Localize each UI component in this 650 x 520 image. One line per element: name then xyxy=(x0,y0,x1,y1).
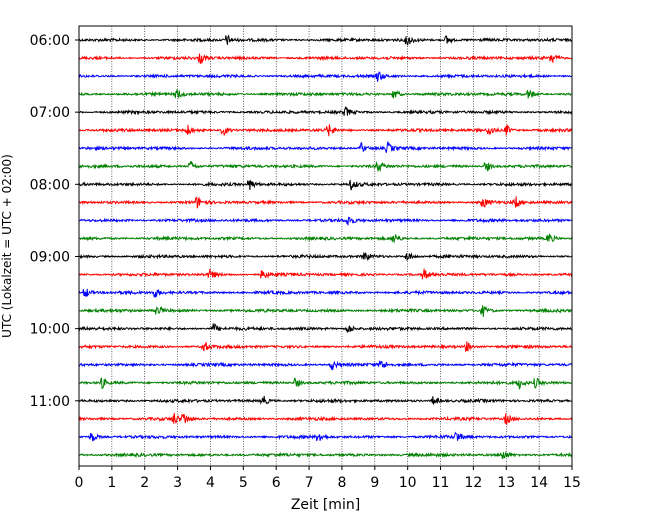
x-tick-label: 11 xyxy=(432,475,450,491)
y-tick-label: 10:00 xyxy=(30,322,70,338)
x-tick-label: 5 xyxy=(239,475,248,491)
trace-0945 xyxy=(78,305,573,318)
y-axis-label: UTC (Lokalzeit = UTC + 02:00) xyxy=(0,154,14,338)
y-tick-label: 06:00 xyxy=(30,33,70,49)
trace-1045 xyxy=(78,377,573,390)
x-tick-label: 3 xyxy=(173,475,182,491)
trace-0800 xyxy=(78,179,573,191)
seismogram-traces xyxy=(78,34,573,459)
x-tick-label: 2 xyxy=(140,475,149,491)
y-tick-label: 11:00 xyxy=(30,394,70,410)
trace-0815 xyxy=(78,196,573,209)
trace-1100 xyxy=(78,395,573,406)
x-tick-label: 1 xyxy=(107,475,116,491)
y-tick-label: 08:00 xyxy=(30,177,70,193)
x-tick-label: 8 xyxy=(337,475,346,491)
trace-0645 xyxy=(78,89,573,100)
x-tick-label: 0 xyxy=(75,475,84,491)
trace-0745 xyxy=(78,160,573,172)
x-tick-label: 13 xyxy=(497,475,515,491)
trace-0845 xyxy=(78,233,573,243)
trace-0715 xyxy=(78,124,573,137)
y-tick-label: 07:00 xyxy=(30,105,70,121)
x-axis-ticks: 0 1 2 3 4 5 6 7 8 9 10 11 12 13 14 15 xyxy=(75,466,581,491)
trace-0900 xyxy=(78,251,573,262)
y-axis-ticks: 06:00 07:00 08:00 09:00 10:00 11:00 xyxy=(30,33,79,410)
trace-1115 xyxy=(78,413,573,426)
trace-0700 xyxy=(78,106,573,116)
trace-1015 xyxy=(78,341,573,353)
trace-0630 xyxy=(78,71,573,82)
trace-0830 xyxy=(78,216,573,226)
x-tick-label: 14 xyxy=(530,475,548,491)
trace-0930 xyxy=(78,288,573,298)
plot-frame xyxy=(78,25,573,467)
trace-0730 xyxy=(78,141,573,153)
x-tick-label: 4 xyxy=(206,475,215,491)
x-tick-label: 9 xyxy=(370,475,379,491)
grid-lines xyxy=(111,26,540,466)
trace-0915 xyxy=(78,268,573,280)
x-tick-label: 7 xyxy=(305,475,314,491)
y-tick-label: 09:00 xyxy=(30,249,70,265)
trace-1030 xyxy=(78,360,573,371)
x-tick-label: 6 xyxy=(272,475,281,491)
x-tick-label: 15 xyxy=(563,475,581,491)
trace-0615 xyxy=(78,53,573,65)
x-tick-label: 12 xyxy=(464,475,482,491)
x-axis-label: Zeit [min] xyxy=(291,497,360,513)
trace-1130 xyxy=(78,431,573,442)
x-tick-label: 10 xyxy=(399,475,417,491)
trace-1145 xyxy=(78,450,573,459)
trace-1000 xyxy=(78,323,573,334)
trace-0600 xyxy=(78,34,573,46)
